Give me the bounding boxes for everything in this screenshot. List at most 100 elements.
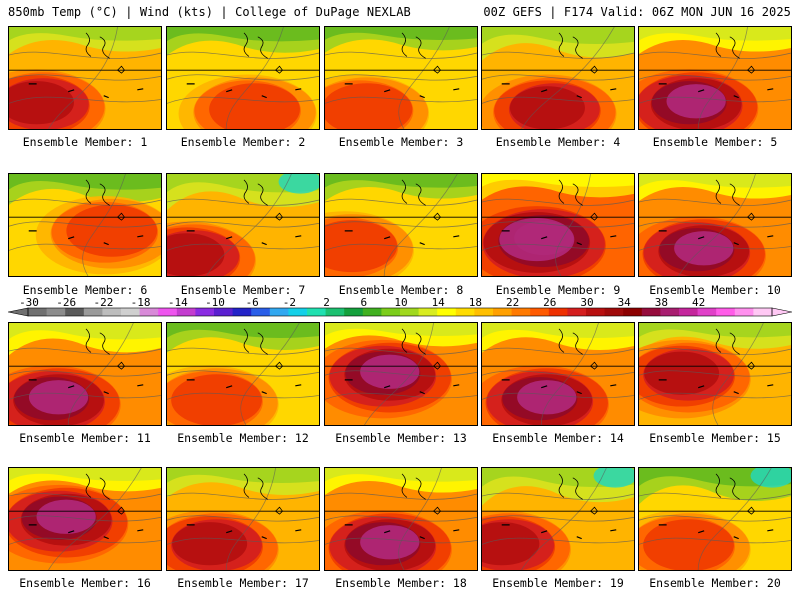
colorbar-tick-label: 42 (692, 296, 705, 309)
ensemble-member-label: Ensemble Member: 6 (22, 283, 148, 297)
colorbar-tick-label: 6 (360, 296, 367, 309)
ensemble-member-map (166, 173, 320, 277)
colorbar-tick-label: 34 (618, 296, 632, 309)
ensemble-member-map (481, 173, 635, 277)
colorbar-swatch (139, 308, 159, 316)
temperature-field (482, 468, 634, 570)
colorbar-tick-label: 14 (432, 296, 446, 309)
colorbar-swatch (716, 308, 736, 316)
colorbar-tick-label: -10 (205, 296, 225, 309)
temperature-field (325, 323, 477, 425)
colorbar-swatch (269, 308, 289, 316)
temperature-field (325, 174, 477, 276)
ensemble-member-label: Ensemble Member: 8 (338, 283, 464, 297)
colorbar-swatch (362, 308, 382, 316)
colorbar-swatch (437, 308, 457, 316)
colorbar-tick-label: -30 (19, 296, 39, 309)
colorbar-swatch (660, 308, 680, 316)
ensemble-member-map (481, 322, 635, 426)
colorbar-tick-label: 30 (580, 296, 593, 309)
colorbar-swatch (418, 308, 438, 316)
colorbar-swatch (455, 308, 475, 316)
ensemble-member-map (638, 173, 792, 277)
colorbar-swatch (121, 308, 141, 316)
ensemble-member-label: Ensemble Member: 18 (335, 576, 467, 590)
ensemble-member-label: Ensemble Member: 1 (22, 135, 148, 149)
temperature-field (167, 468, 319, 570)
temperature-field (9, 27, 161, 129)
temperature-field (325, 27, 477, 129)
map-title: 850mb Temp (°C) | Wind (kts) | College o… (8, 5, 411, 19)
colorbar-swatch (679, 308, 699, 316)
colorbar-tick-label: 18 (469, 296, 482, 309)
temperature-field (639, 323, 791, 425)
colorbar-swatch (251, 308, 271, 316)
colorbar-max-arrow (771, 307, 792, 317)
colorbar-swatch (65, 308, 85, 316)
colorbar-tick-label: -26 (56, 296, 76, 309)
ensemble-member-label: Ensemble Member: 3 (338, 135, 464, 149)
ensemble-member-map (324, 26, 478, 130)
colorbar-swatch (102, 308, 122, 316)
ensemble-member-label: Ensemble Member: 12 (177, 431, 309, 445)
temperature-field (9, 468, 161, 570)
ensemble-member-label: Ensemble Member: 17 (177, 576, 309, 590)
colorbar-swatch (511, 308, 531, 316)
ensemble-member-label: Ensemble Member: 16 (19, 576, 151, 590)
colorbar-swatch (493, 308, 513, 316)
colorbar-swatch (158, 308, 178, 316)
ensemble-member-label: Ensemble Member: 20 (649, 576, 781, 590)
ensemble-member-label: Ensemble Member: 4 (495, 135, 621, 149)
ensemble-member-map (166, 26, 320, 130)
colorbar-swatch (195, 308, 215, 316)
ensemble-member-map (638, 322, 792, 426)
ensemble-member-label: Ensemble Member: 7 (180, 283, 306, 297)
ensemble-member-label: Ensemble Member: 2 (180, 135, 306, 149)
colorbar-swatch (753, 308, 773, 316)
ensemble-member-map (8, 26, 162, 130)
colorbar-tick-label: 38 (655, 296, 668, 309)
temperature-field (639, 468, 791, 570)
temperature-field (639, 27, 791, 129)
ensemble-member-label: Ensemble Member: 5 (652, 135, 778, 149)
colorbar-swatch (325, 308, 345, 316)
colorbar-min-arrow (8, 307, 29, 317)
ensemble-member-map (8, 467, 162, 571)
temperature-field (325, 468, 477, 570)
colorbar-swatch (400, 308, 420, 316)
colorbar-swatch (344, 308, 364, 316)
colorbar-swatch (734, 308, 754, 316)
temperature-field (9, 323, 161, 425)
ensemble-member-map (481, 26, 635, 130)
ensemble-member-map (324, 173, 478, 277)
colorbar-swatch (604, 308, 624, 316)
ensemble-member-map (481, 467, 635, 571)
temperature-colorbar: -30 -26 -22 -18 -14 -10 -6 -2 2 6 10 14 18 22 26 30 34 38… (8, 296, 792, 322)
colorbar-graphic: -30 -26 -22 -18 -14 -10 -6 -2 2 6 10 14 18 22 26 30 34 38… (8, 296, 792, 317)
colorbar-tick-label: 22 (506, 296, 519, 309)
colorbar-tick-label: -14 (168, 296, 188, 309)
colorbar-swatch (530, 308, 550, 316)
ensemble-member-label: Ensemble Member: 9 (495, 283, 621, 297)
temperature-field (9, 174, 161, 276)
ensemble-member-map (638, 26, 792, 130)
ensemble-member-label: Ensemble Member: 14 (492, 431, 624, 445)
colorbar-swatch (28, 308, 48, 316)
temperature-field (167, 174, 319, 276)
ensemble-member-label: Ensemble Member: 10 (649, 283, 781, 297)
colorbar-tick-label: 26 (543, 296, 556, 309)
colorbar-swatch (83, 308, 103, 316)
colorbar-swatch (176, 308, 196, 316)
colorbar-swatch (288, 308, 308, 316)
ensemble-member-label: Ensemble Member: 15 (649, 431, 781, 445)
colorbar-swatch (214, 308, 234, 316)
colorbar-swatch (623, 308, 643, 316)
colorbar-swatch (232, 308, 252, 316)
run-valid-time: 00Z GEFS | F174 Valid: 06Z MON JUN 16 20… (483, 5, 791, 19)
ensemble-member-label: Ensemble Member: 19 (492, 576, 624, 590)
ensemble-member-map (166, 322, 320, 426)
colorbar-swatch (474, 308, 494, 316)
colorbar-swatch (381, 308, 401, 316)
ensemble-member-map (166, 467, 320, 571)
temperature-field (482, 27, 634, 129)
